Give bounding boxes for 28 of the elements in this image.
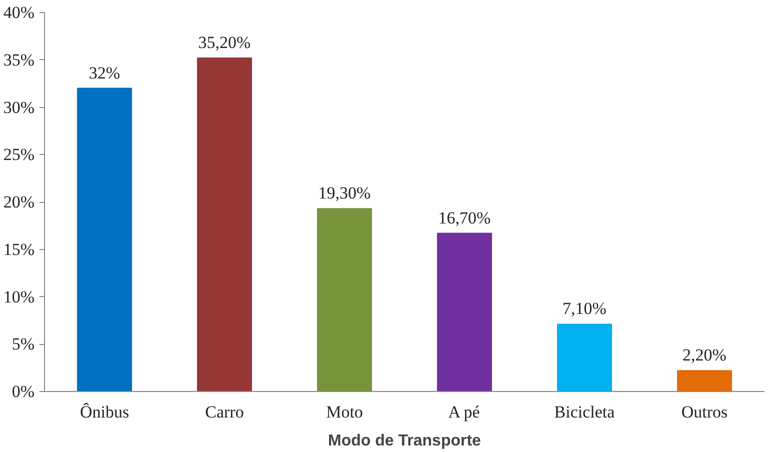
x-axis-title: Modo de Transporte [328, 432, 482, 450]
bar [197, 57, 252, 392]
data-label: 2,20% [682, 346, 726, 365]
x-tick-label: Carro [205, 402, 244, 422]
data-label: 19,30% [318, 184, 371, 203]
data-label: 7,10% [562, 299, 606, 318]
data-label: 35,20% [198, 32, 251, 52]
y-tick-label: 0% [12, 382, 35, 401]
x-tick-label: Bicicleta [554, 402, 616, 422]
y-tick-label: 5% [12, 334, 35, 354]
y-tick-label: 35% [3, 50, 35, 70]
bar [557, 324, 612, 392]
y-tick-label: 20% [3, 192, 35, 212]
x-tick-label: Ônibus [80, 402, 130, 422]
x-tick-label: Outros [681, 402, 728, 422]
y-tick-label: 10% [3, 287, 35, 306]
bar [317, 208, 372, 392]
data-label: 16,70% [438, 208, 491, 228]
bar [77, 88, 132, 392]
y-tick-label: 40% [3, 3, 35, 22]
y-tick-label: 15% [3, 240, 35, 259]
y-tick-label: 30% [3, 98, 35, 117]
bar [437, 232, 492, 392]
x-tick-label: Moto [326, 402, 363, 422]
y-tick-label: 25% [3, 145, 35, 164]
bar [677, 370, 732, 392]
data-label: 32% [88, 63, 120, 82]
x-tick-label: A pé [448, 402, 480, 422]
